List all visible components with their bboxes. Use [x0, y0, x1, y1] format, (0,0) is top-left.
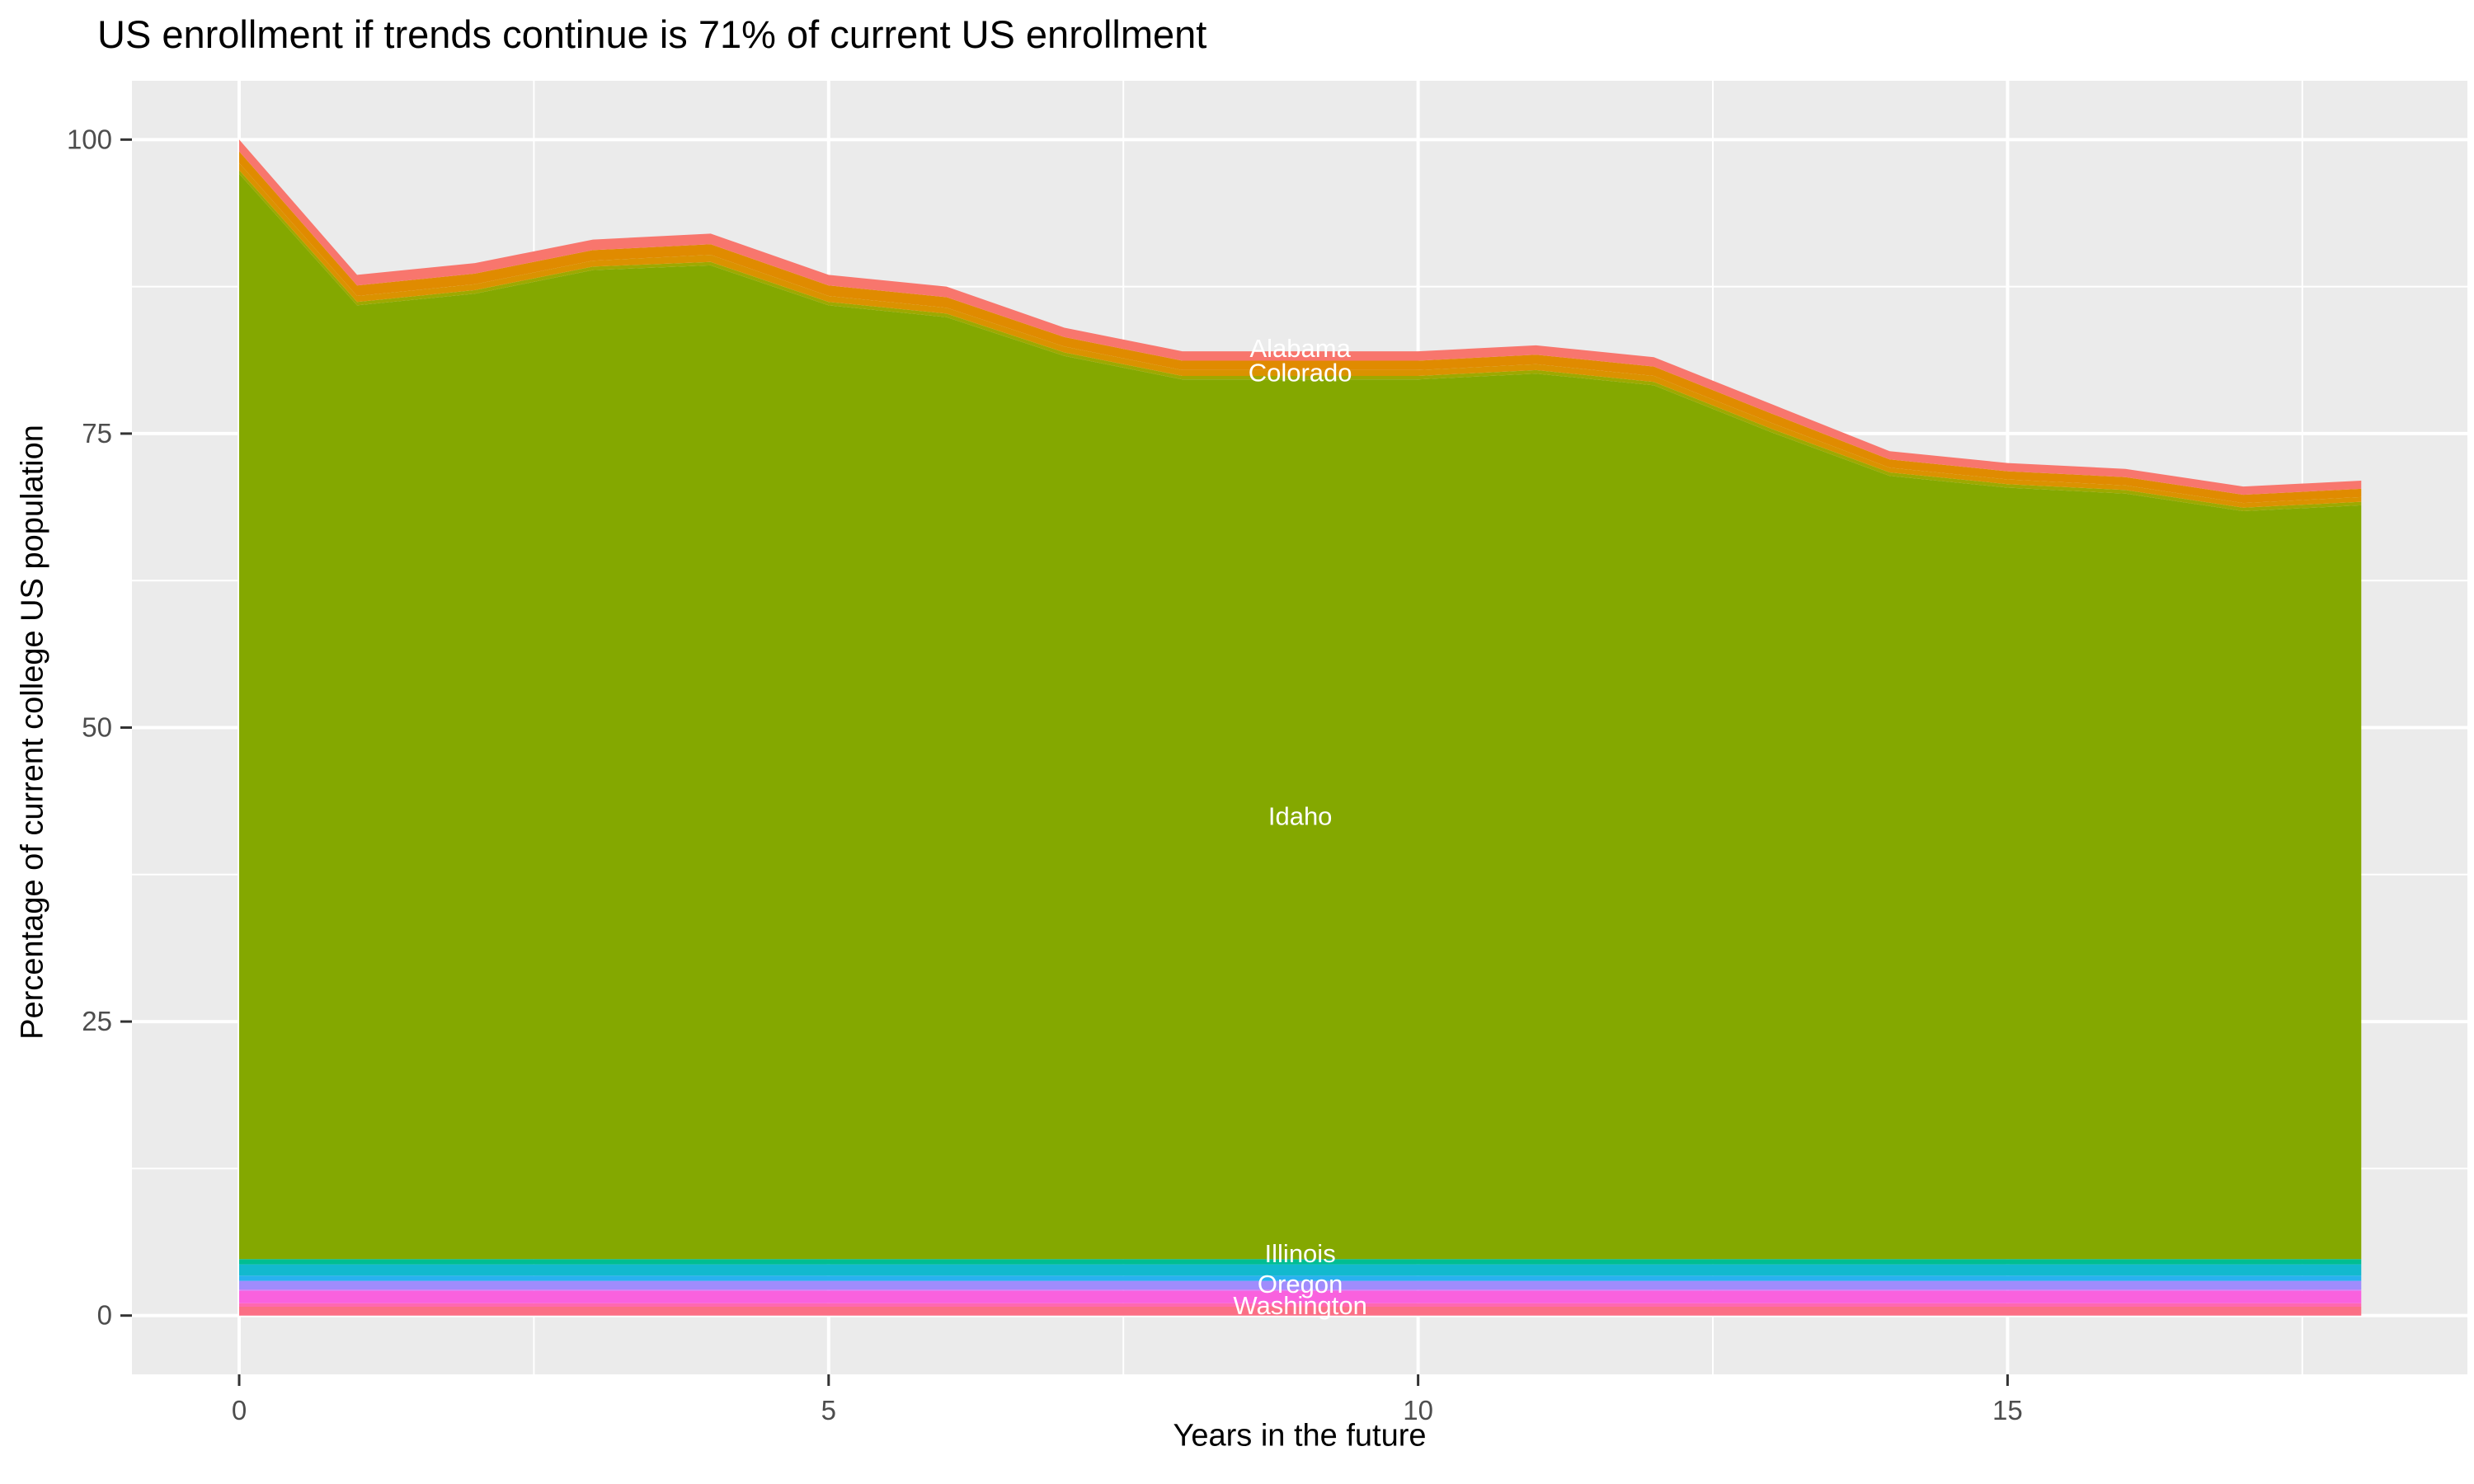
area-other-states-band-violet [239, 1289, 2362, 1291]
y-tick-label: 0 [97, 1300, 112, 1331]
area-illinois [239, 1264, 2362, 1276]
area-label-colorado: Colorado [1249, 359, 1352, 387]
y-tick-label: 50 [82, 712, 112, 743]
x-tick-label: 5 [821, 1395, 836, 1425]
y-tick-label: 25 [82, 1006, 112, 1036]
y-tick-label: 100 [67, 124, 112, 154]
area-label-alabama: Alabama [1249, 334, 1351, 363]
y-axis-title: Percentage of current college US populat… [15, 425, 50, 1040]
x-tick-label: 15 [1992, 1395, 2023, 1425]
x-tick-label: 0 [232, 1395, 247, 1425]
area-other-states-band-rose [239, 1307, 2362, 1316]
area-label-illinois: Illinois [1265, 1239, 1336, 1268]
chart-title: US enrollment if trends continue is 71% … [97, 12, 1207, 56]
area-other-states-band-pink [239, 1303, 2362, 1307]
area-label-washington: Washington [1233, 1291, 1367, 1320]
area-label-idaho: Idaho [1268, 801, 1333, 830]
y-tick-label: 75 [82, 418, 112, 448]
area-washington [239, 1290, 2362, 1303]
x-tick-label: 10 [1403, 1395, 1433, 1425]
area-oregon [239, 1280, 2362, 1290]
area-label-oregon: Oregon [1258, 1270, 1343, 1298]
area-other-states-band-lightblue [239, 1275, 2362, 1281]
x-axis-title: Years in the future [1173, 1418, 1427, 1453]
area-other-states-band-teal [239, 1259, 2362, 1265]
area-idaho [239, 173, 2362, 1260]
